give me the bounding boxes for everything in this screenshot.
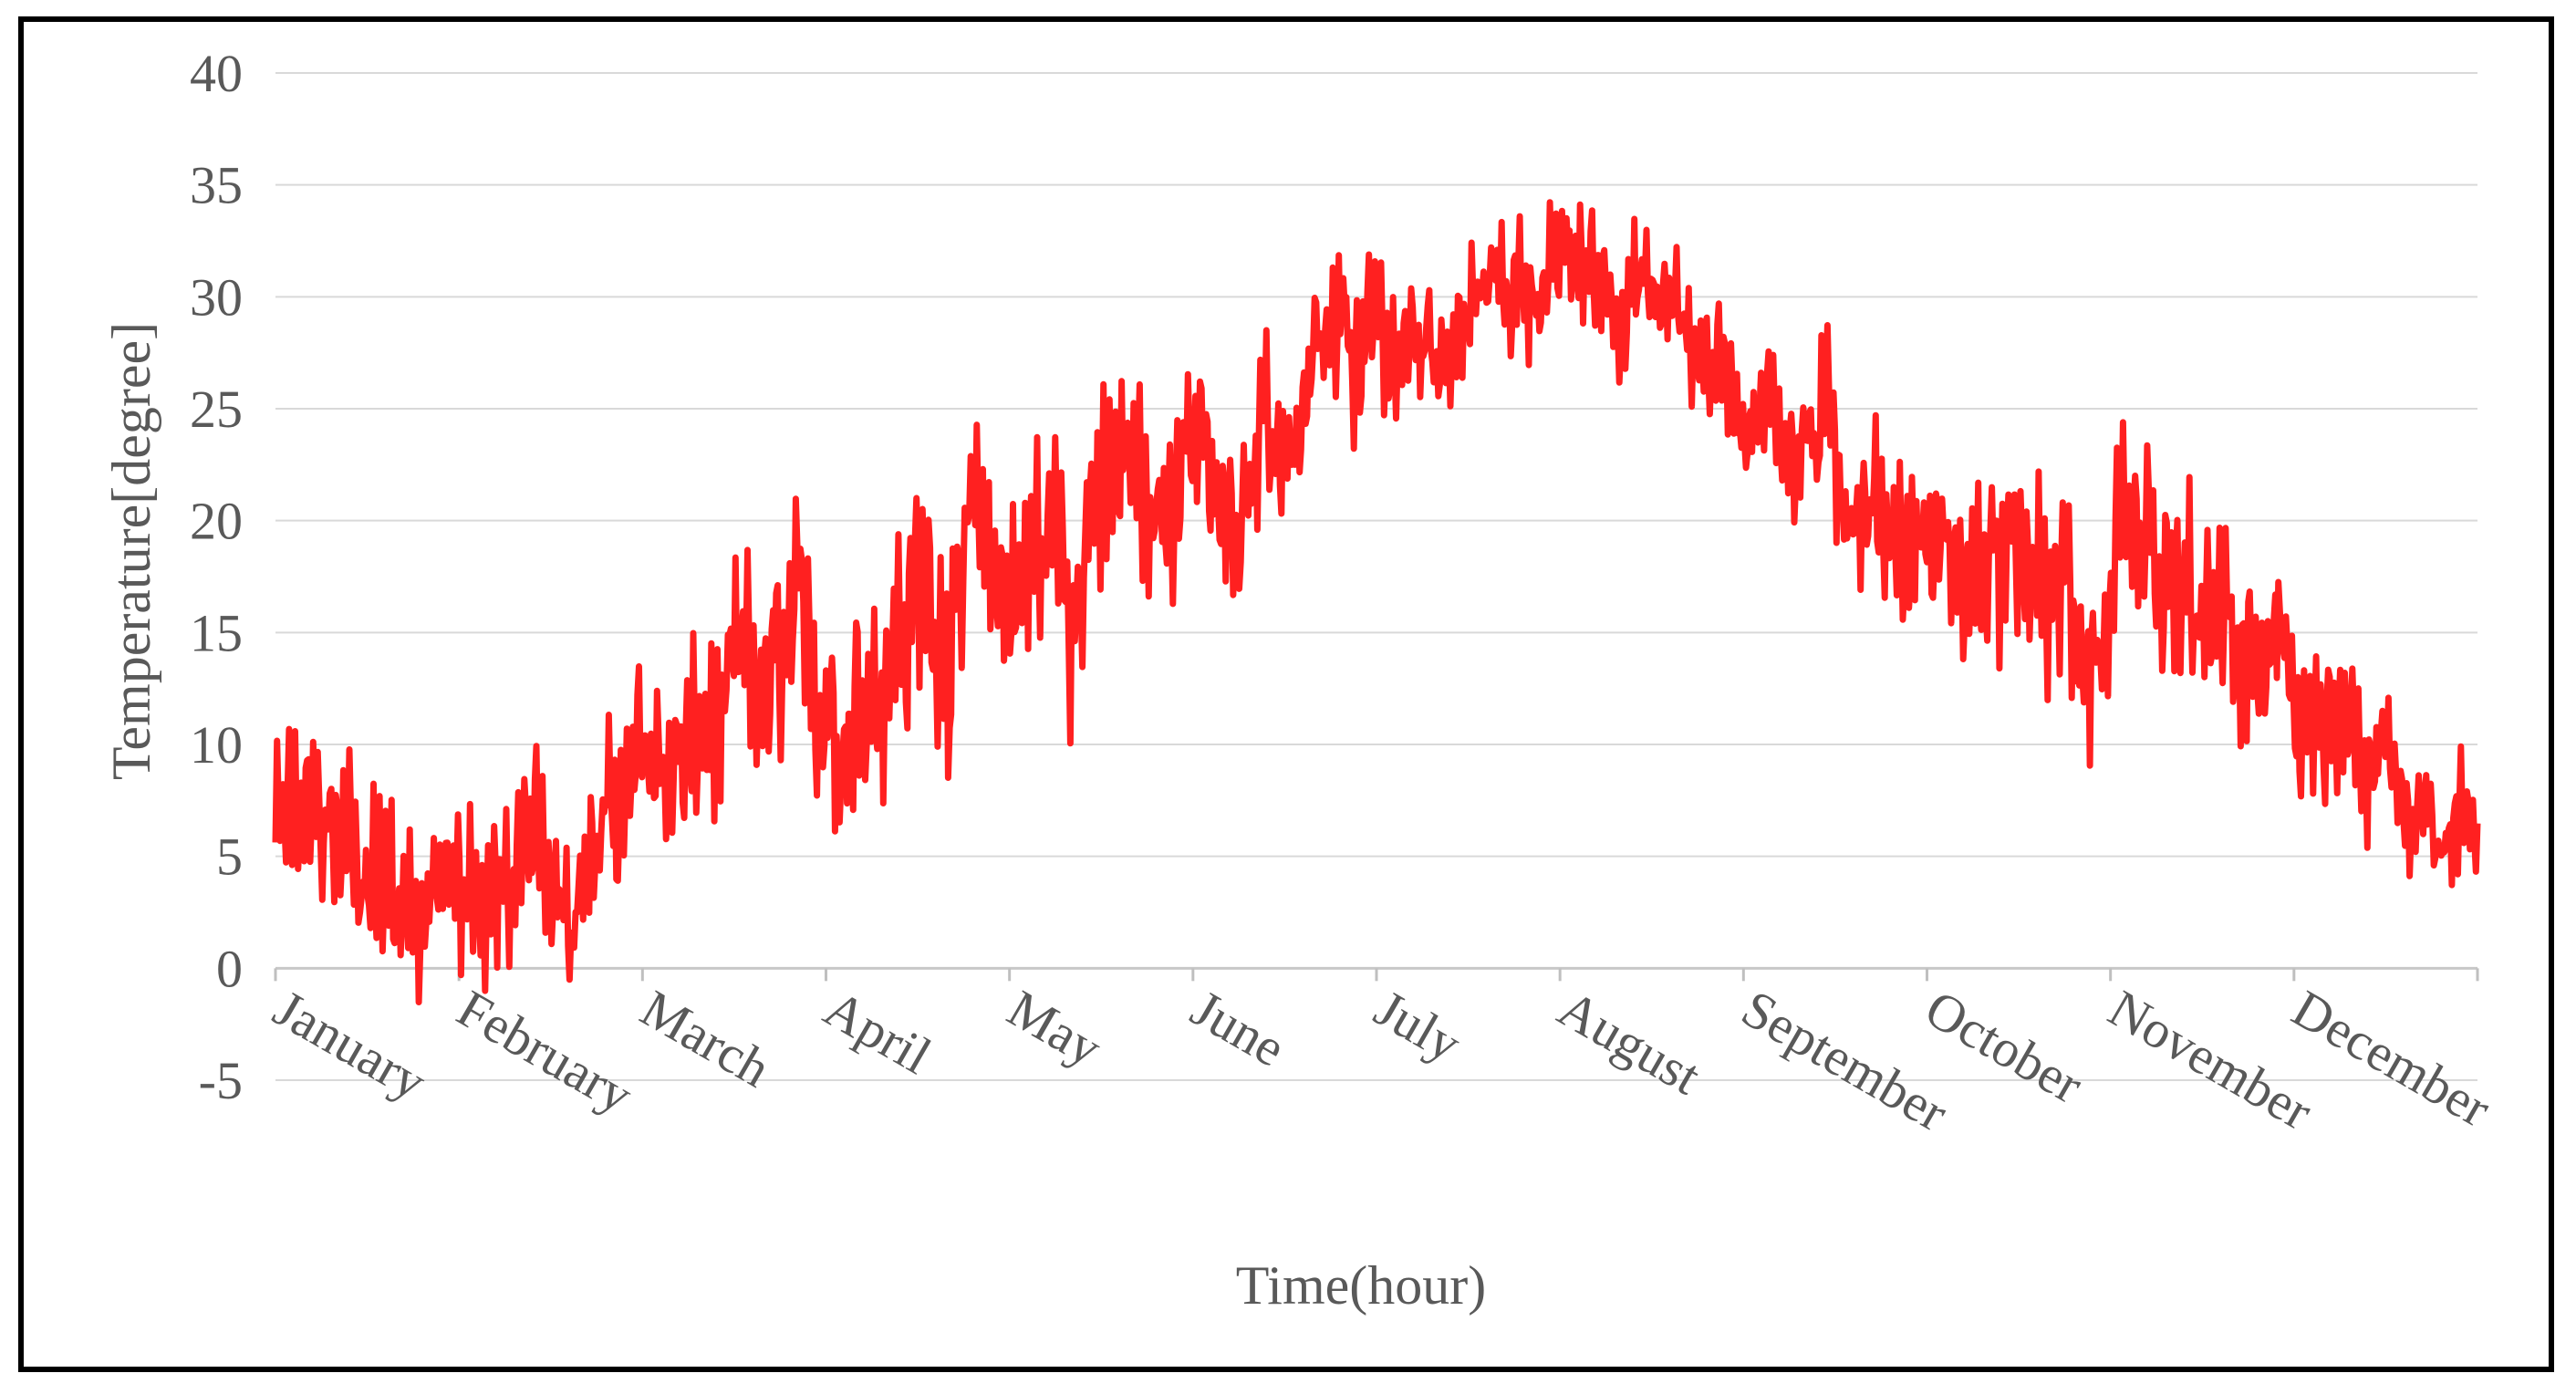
- x-tick-label: December: [2282, 978, 2500, 1138]
- x-tick-label: November: [2099, 978, 2322, 1141]
- x-tick-label: April: [815, 978, 941, 1086]
- y-tick-label: 35: [190, 156, 243, 215]
- x-tick-label: June: [1181, 978, 1295, 1077]
- y-tick-label: 0: [216, 939, 243, 998]
- series-line-0: [272, 199, 2481, 1005]
- y-tick-label: 20: [190, 492, 243, 551]
- y-tick-label: 25: [190, 380, 243, 439]
- x-tick-label: July: [1366, 978, 1471, 1074]
- y-tick-label: 15: [190, 603, 243, 662]
- chart-frame: 40 35 30 25 20 15 10 5 0 -5 January February March A…: [18, 16, 2554, 1372]
- y-tick-label: 5: [216, 827, 243, 887]
- y-tick-label: 30: [190, 267, 243, 327]
- x-tick-label: May: [998, 978, 1112, 1077]
- y-tick-label: 40: [190, 44, 243, 103]
- x-tick-label: August: [1549, 978, 1711, 1106]
- x-tick-label: January: [265, 978, 437, 1111]
- series-temperature: [272, 199, 2481, 1005]
- y-tick-label: 10: [190, 715, 243, 775]
- x-axis-title: Time(hour): [1236, 1255, 1486, 1316]
- y-axis-title: Temperature[degree]: [101, 322, 161, 780]
- x-tick-label: February: [448, 978, 643, 1125]
- y-tick-labels: 40 35 30 25 20 15 10 5 0 -5: [190, 44, 243, 1110]
- x-tick-label: September: [1732, 978, 1958, 1142]
- y-tick-label: -5: [199, 1051, 243, 1110]
